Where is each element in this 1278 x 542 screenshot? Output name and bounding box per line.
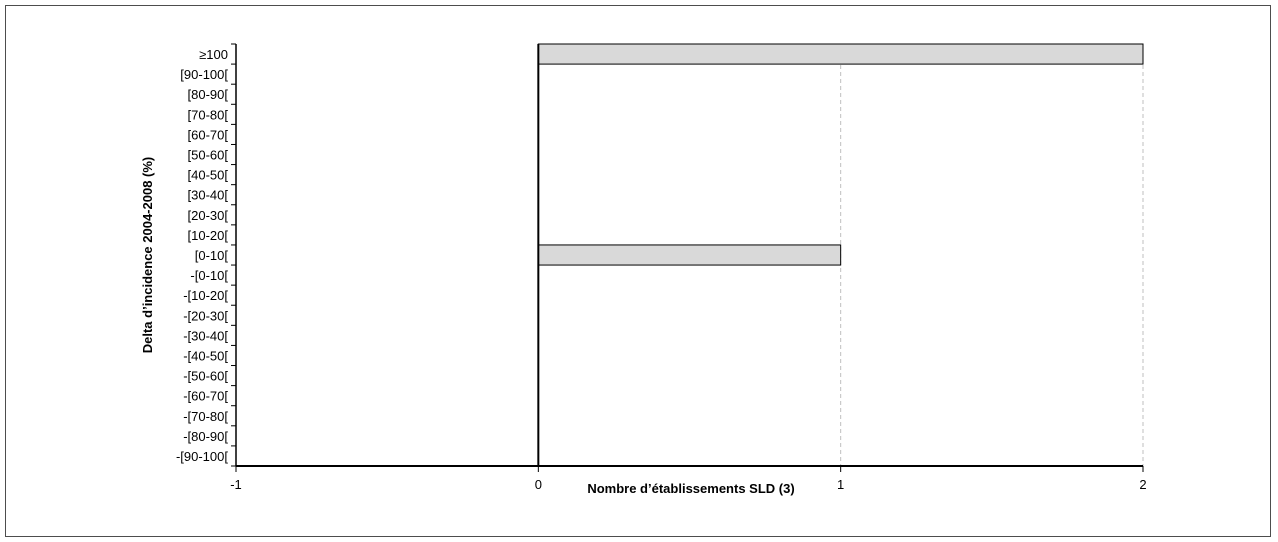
y-tick-label: [40-50[ xyxy=(188,168,229,183)
y-tick-label: -[50-60[ xyxy=(183,369,228,384)
x-tick-label: 1 xyxy=(837,477,844,492)
y-tick-label: -[70-80[ xyxy=(183,409,228,424)
y-tick-label: [0-10[ xyxy=(195,248,229,263)
bar-1 xyxy=(537,43,1144,65)
y-tick-label: [10-20[ xyxy=(188,228,229,243)
y-tick-label: -[10-20[ xyxy=(183,288,228,303)
bars xyxy=(537,43,1144,266)
y-axis-title: Delta d’incidence 2004-2008 (%) xyxy=(140,157,155,354)
y-tick-label: -[0-10[ xyxy=(190,268,228,283)
y-tick-label: -[20-30[ xyxy=(183,308,228,323)
y-tick-label: -[40-50[ xyxy=(183,348,228,363)
bar-11 xyxy=(537,244,842,266)
y-tick-label: [20-30[ xyxy=(188,208,229,223)
x-tick-label: -1 xyxy=(230,477,242,492)
y-tick-label: -[80-90[ xyxy=(183,429,228,444)
y-tick-label: [70-80[ xyxy=(188,107,229,122)
x-axis-title: Nombre d’établissements SLD (3) xyxy=(587,481,794,496)
y-tick-label: -[90-100[ xyxy=(176,449,228,464)
x-tick-label: 2 xyxy=(1139,477,1146,492)
gridlines xyxy=(840,44,1144,466)
y-tick-label: [50-60[ xyxy=(188,148,229,163)
chart-frame xyxy=(5,5,1271,537)
x-tick-labels: -1 0 1 2 xyxy=(230,477,1146,492)
y-tick-label: ≥100 xyxy=(199,47,228,62)
x-tick-label: 0 xyxy=(535,477,542,492)
y-tick-label: [30-40[ xyxy=(188,188,229,203)
y-tick-labels: ≥100 [90-100[ [80-90[ [70-80[ [60-70[ [50-60[… xyxy=(176,47,228,464)
y-tick-label: [90-100[ xyxy=(180,67,228,82)
y-tick-label: -[60-70[ xyxy=(183,389,228,404)
y-tick-label: [80-90[ xyxy=(188,87,229,102)
axes xyxy=(231,43,1144,472)
y-tick-label: -[30-40[ xyxy=(183,328,228,343)
y-tick-label: [60-70[ xyxy=(188,127,229,142)
